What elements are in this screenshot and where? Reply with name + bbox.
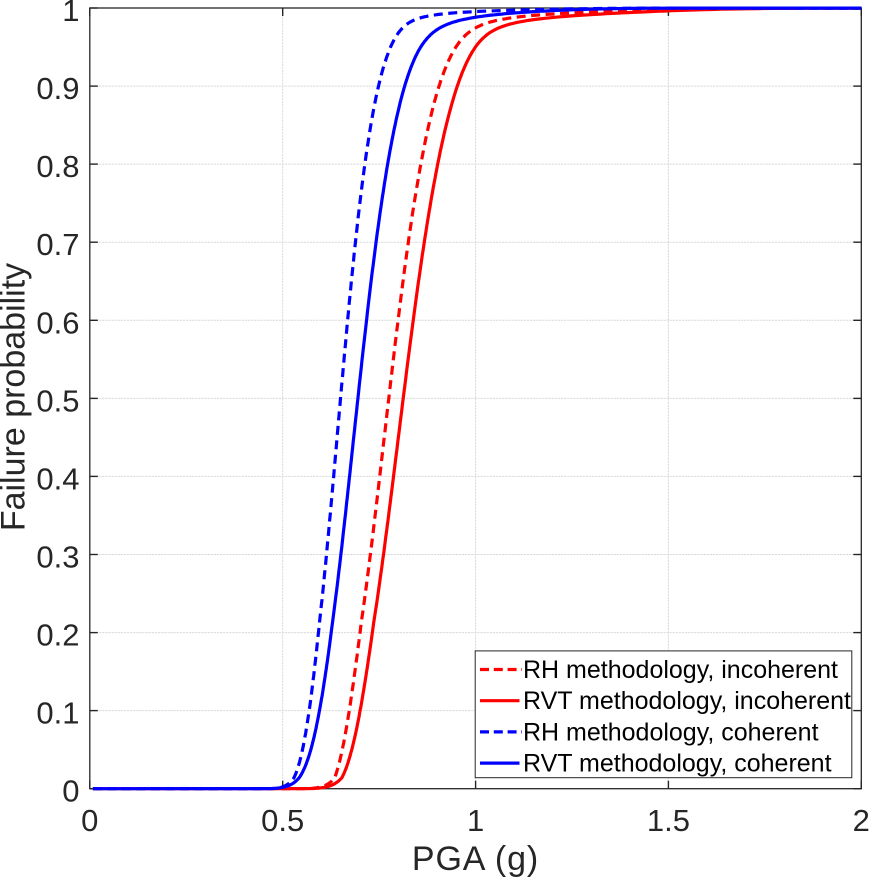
svg-text:RVT methodology, coherent: RVT methodology, coherent <box>523 750 832 778</box>
svg-text:0.9: 0.9 <box>36 71 79 106</box>
svg-text:0: 0 <box>81 803 98 838</box>
svg-text:RH methodology, coherent: RH methodology, coherent <box>523 718 819 746</box>
svg-text:1: 1 <box>62 0 79 28</box>
svg-text:0.5: 0.5 <box>36 383 79 418</box>
svg-text:1: 1 <box>467 803 484 838</box>
svg-text:Failure probability: Failure probability <box>0 263 33 531</box>
svg-text:0.5: 0.5 <box>261 803 304 838</box>
svg-text:0.1: 0.1 <box>36 696 79 731</box>
svg-text:0.8: 0.8 <box>36 149 79 184</box>
svg-text:2: 2 <box>853 803 869 838</box>
svg-text:0.2: 0.2 <box>36 618 79 653</box>
svg-text:0.4: 0.4 <box>36 461 79 496</box>
svg-text:RVT methodology, incoherent: RVT methodology, incoherent <box>523 687 851 715</box>
svg-text:RH methodology, incoherent: RH methodology, incoherent <box>523 656 838 684</box>
svg-text:1.5: 1.5 <box>647 803 690 838</box>
svg-text:0.6: 0.6 <box>36 305 79 340</box>
svg-text:0.7: 0.7 <box>36 227 79 262</box>
svg-text:0.3: 0.3 <box>36 540 79 575</box>
svg-text:PGA (g): PGA (g) <box>412 840 539 878</box>
svg-text:0: 0 <box>62 774 79 809</box>
